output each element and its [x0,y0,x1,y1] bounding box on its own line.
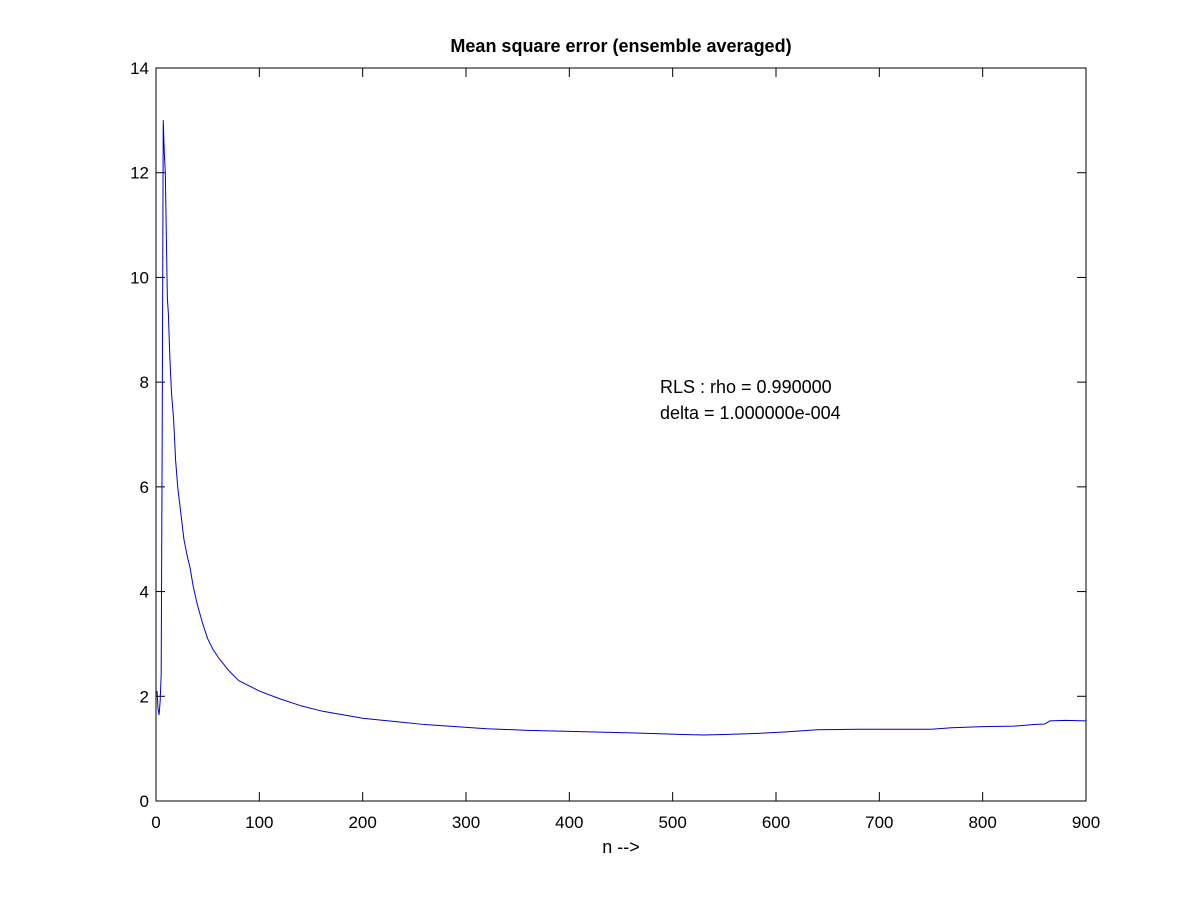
y-tick-label: 14 [130,59,149,78]
axis-ticks [155,67,1087,802]
x-tick-label: 300 [452,813,480,832]
x-tick-label: 600 [762,813,790,832]
x-tick-label: 0 [151,813,160,832]
plot-area [155,67,1087,802]
y-tick-label: 10 [130,268,149,287]
x-tick-label: 800 [968,813,996,832]
x-tick-label: 200 [348,813,376,832]
x-axis-label: n --> [602,837,640,857]
mse-series-line [156,119,1087,736]
y-tick-label: 4 [140,583,149,602]
y-tick-label: 0 [140,792,149,811]
annotation-line-2: delta = 1.000000e-004 [660,403,841,423]
x-tick-label: 100 [245,813,273,832]
x-tick-label: 900 [1072,813,1100,832]
x-tick-label: 500 [658,813,686,832]
chart-title: Mean square error (ensemble averaged) [450,36,791,56]
axis-tick-labels: 0 100 200 300 400 500 600 700 800 900 0 2 4 6 8 10 12 14 [130,59,1100,832]
series-layer [156,119,1087,736]
y-tick-label: 12 [130,164,149,183]
y-tick-label: 2 [140,687,149,706]
x-tick-label: 700 [865,813,893,832]
y-tick-label: 6 [140,478,149,497]
annotation-line-1: RLS : rho = 0.990000 [660,377,832,397]
x-tick-label: 400 [555,813,583,832]
y-tick-label: 8 [140,373,149,392]
